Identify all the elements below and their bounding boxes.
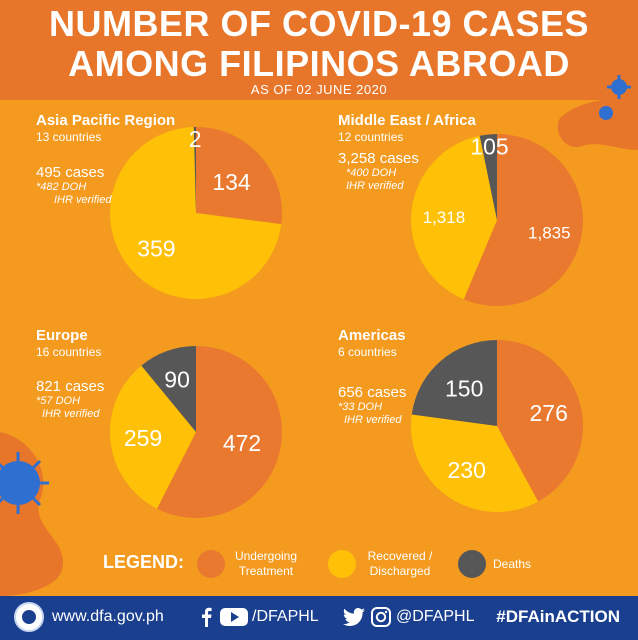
social-handle-tw-ig[interactable]: @DFAPHL (396, 608, 475, 625)
pie-slice-undergoing (463, 134, 584, 306)
pie-label-undergoing: 1,835 (528, 224, 571, 243)
pie-middle-east-africa: 1,835 1,318 105 (411, 133, 584, 306)
cases-total: 3,258 cases (338, 150, 419, 167)
doh-note: *33 DOH (338, 401, 383, 413)
cases-total: 495 cases (36, 164, 105, 181)
dfa-seal-icon (14, 602, 44, 632)
pie-slice-undergoing (196, 127, 282, 225)
instagram-icon[interactable] (370, 606, 392, 628)
pie-label-deaths: 105 (470, 133, 508, 159)
charts-canvas: 134 359 2 1,835 1,318 105 472 259 90 276 230 150 (0, 75, 638, 596)
legend-undergoing-line1: Undergoing (234, 549, 298, 563)
legend-undergoing-line2: Treatment (238, 564, 294, 578)
pie-label-undergoing: 472 (223, 430, 261, 456)
pie-label-recovered: 1,318 (423, 208, 466, 227)
title-line-2: AMONG FILIPINOS ABROAD (68, 43, 570, 84)
doh-note: *400 DOH (346, 167, 397, 179)
facebook-icon[interactable] (196, 606, 218, 628)
pie-label-recovered: 230 (448, 457, 486, 483)
twitter-icon[interactable] (342, 606, 366, 628)
pie-label-undergoing: 276 (530, 400, 568, 426)
legend-recovered-line1: Recovered / (367, 549, 433, 563)
pie-slice-deaths (193, 127, 196, 213)
legend-swatch-recovered (328, 550, 356, 578)
title-line-1: NUMBER OF COVID-19 CASES (48, 3, 590, 44)
region-name: Americas (338, 327, 406, 344)
region-countries: 12 countries (338, 130, 404, 144)
pie-label-deaths: 150 (445, 375, 483, 401)
cases-total: 656 cases (338, 384, 407, 401)
youtube-icon[interactable] (219, 606, 249, 628)
pie-slice-recovered (109, 127, 282, 300)
decor-blob-top-right (557, 88, 638, 150)
region-name: Europe (36, 327, 88, 344)
footer-bar: www.dfa.gov.ph /DFAPHL @DFAPHL #DFAinACT… (0, 596, 638, 640)
doh-note-2: IHR verified (54, 194, 112, 206)
hashtag[interactable]: #DFAinACTION (496, 607, 620, 626)
legend-label-deaths: Deaths (493, 557, 532, 571)
decor-blob-bottom-left (0, 432, 64, 596)
pie-slice-undergoing (497, 340, 583, 502)
pie-slice-deaths (479, 134, 497, 220)
title-band (0, 0, 638, 100)
pie-label-undergoing: 134 (212, 169, 251, 195)
pie-americas: 276 230 150 (410, 340, 583, 512)
legend-title: LEGEND: (103, 552, 184, 572)
region-mea: Middle East / Africa 12 countries (338, 112, 476, 144)
region-asia: Asia Pacific Region 13 countries (36, 112, 175, 144)
cases-americas: 656 cases *33 DOH IHR verified (338, 384, 406, 427)
legend-swatch-deaths (458, 550, 486, 578)
pie-label-deaths: 90 (164, 366, 190, 392)
pie-label-recovered: 259 (124, 425, 162, 451)
region-europe: Europe 16 countries (36, 327, 101, 359)
pie-asia-pacific: 134 359 2 (109, 126, 282, 300)
cases-europe: 821 cases *57 DOH IHR verified (36, 378, 104, 421)
cases-total: 821 cases (36, 378, 105, 395)
website-link[interactable]: www.dfa.gov.ph (52, 608, 164, 625)
doh-note-2: IHR verified (42, 408, 100, 420)
cases-asia: 495 cases *482 DOH IHR verified (36, 164, 111, 207)
legend-label-recovered: Recovered / Discharged (362, 549, 438, 579)
virus-icon (0, 75, 631, 514)
pie-slice-undergoing (157, 346, 282, 518)
social-handle-fb-yt[interactable]: /DFAPHL (252, 608, 319, 625)
doh-note: *57 DOH (36, 395, 81, 407)
region-name: Middle East / Africa (338, 112, 476, 129)
cases-mea: 3,258 cases *400 DOH IHR verified (338, 150, 419, 193)
region-countries: 13 countries (36, 130, 102, 144)
pie-slice-recovered (110, 365, 196, 509)
pie-slice-recovered (410, 414, 539, 512)
region-name: Asia Pacific Region (36, 112, 176, 129)
page-title: NUMBER OF COVID-19 CASES AMONG FILIPINOS… (0, 4, 638, 84)
region-americas: Americas 6 countries (338, 327, 406, 359)
pie-europe: 472 259 90 (110, 346, 282, 518)
legend-recovered-line2: Discharged (369, 564, 431, 578)
doh-note: *482 DOH (36, 181, 87, 193)
pie-slice-recovered (411, 135, 497, 300)
legend-label-undergoing: Undergoing Treatment (230, 549, 302, 579)
region-countries: 6 countries (338, 345, 397, 359)
pie-label-recovered: 359 (137, 236, 175, 262)
pie-slice-deaths (141, 346, 196, 432)
pie-label-deaths: 2 (189, 126, 202, 152)
pie-slice-deaths (411, 340, 497, 426)
region-countries: 16 countries (36, 345, 102, 359)
doh-note-2: IHR verified (346, 180, 404, 192)
as-of-date: AS OF 02 JUNE 2020 (250, 82, 388, 97)
doh-note-2: IHR verified (344, 414, 402, 426)
legend-swatch-undergoing (197, 550, 225, 578)
